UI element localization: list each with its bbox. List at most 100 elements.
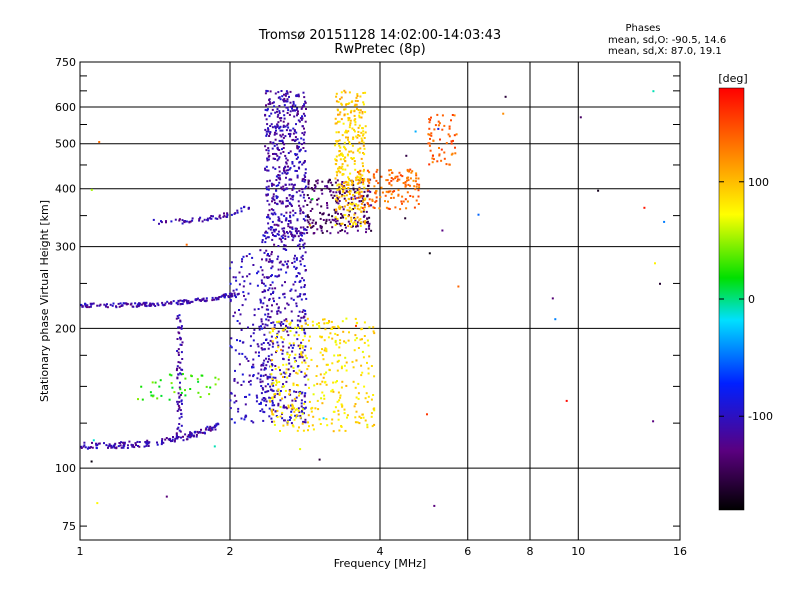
data-point [303,349,306,352]
data-point [272,209,275,212]
data-point [304,251,307,254]
data-point [273,324,276,327]
data-point [342,190,345,193]
data-point [80,445,83,448]
data-point [208,393,211,396]
data-point [362,92,365,94]
data-point [326,186,329,189]
data-point [281,202,284,205]
data-point [299,263,302,266]
data-point [271,340,274,343]
data-point [277,404,280,407]
data-point [304,101,307,104]
data-point [259,298,262,301]
data-point [304,345,307,348]
data-point [340,386,343,389]
data-point [229,282,232,285]
data-point [339,396,342,399]
data-point [342,216,345,219]
data-point [291,161,294,163]
data-point [352,366,355,369]
data-point [412,195,415,198]
data-point [284,183,287,186]
data-point [202,297,205,300]
data-point [299,117,302,120]
data-point [260,392,263,395]
data-point [86,304,89,307]
data-point [294,136,297,139]
data-point [331,184,334,187]
data-point [351,360,354,363]
data-point [267,222,270,225]
data-point [280,221,283,224]
colorbar-label: [deg] [718,72,747,85]
data-point [323,394,326,397]
data-point [293,390,296,393]
data-point [300,107,303,110]
data-point [301,391,304,394]
data-point [323,373,326,376]
data-point [299,194,302,197]
data-point [322,219,325,221]
data-point [198,219,201,222]
data-point [370,229,373,232]
data-point [307,414,310,417]
data-point [340,103,343,106]
data-point [288,419,291,421]
data-point [302,212,305,214]
data-point [178,406,181,409]
data-point [178,386,181,389]
grid-lines [80,62,680,540]
data-point [349,124,352,127]
data-point [409,177,412,180]
data-point [343,192,346,194]
data-point [349,172,352,175]
data-point [302,293,305,296]
data-point [334,211,337,214]
data-point [274,158,276,160]
data-point [436,160,439,163]
data-point [149,302,152,305]
data-point [348,141,351,143]
data-point [347,119,350,122]
data-point [284,260,287,263]
data-point [296,138,299,141]
data-point [300,341,303,344]
data-point [115,305,117,308]
data-point [280,336,283,339]
data-point [430,134,433,137]
data-point [296,372,299,375]
data-point [267,130,270,133]
data-point [273,223,276,226]
data-point [354,123,357,126]
data-point [176,350,179,352]
data-point [416,183,419,186]
data-point [189,388,192,390]
data-point [122,441,124,444]
data-point [273,199,276,202]
data-point [286,232,289,235]
data-point [438,153,441,156]
data-point [354,219,357,222]
data-point [301,254,304,257]
data-point [283,328,286,331]
data-point [301,234,303,237]
data-point [273,326,276,329]
data-point [177,408,180,411]
data-point [375,170,378,173]
data-point [168,398,171,401]
data-point [252,264,255,266]
data-point [180,436,182,439]
data-point [177,317,180,320]
data-point [303,402,306,405]
data-point [367,344,370,347]
data-point [336,171,339,174]
data-point [502,112,505,115]
data-point [190,433,193,436]
data-point [248,273,251,276]
data-point [230,346,233,349]
data-point [297,119,300,122]
data-point [437,127,440,130]
data-point [265,390,268,393]
data-point [298,394,300,397]
